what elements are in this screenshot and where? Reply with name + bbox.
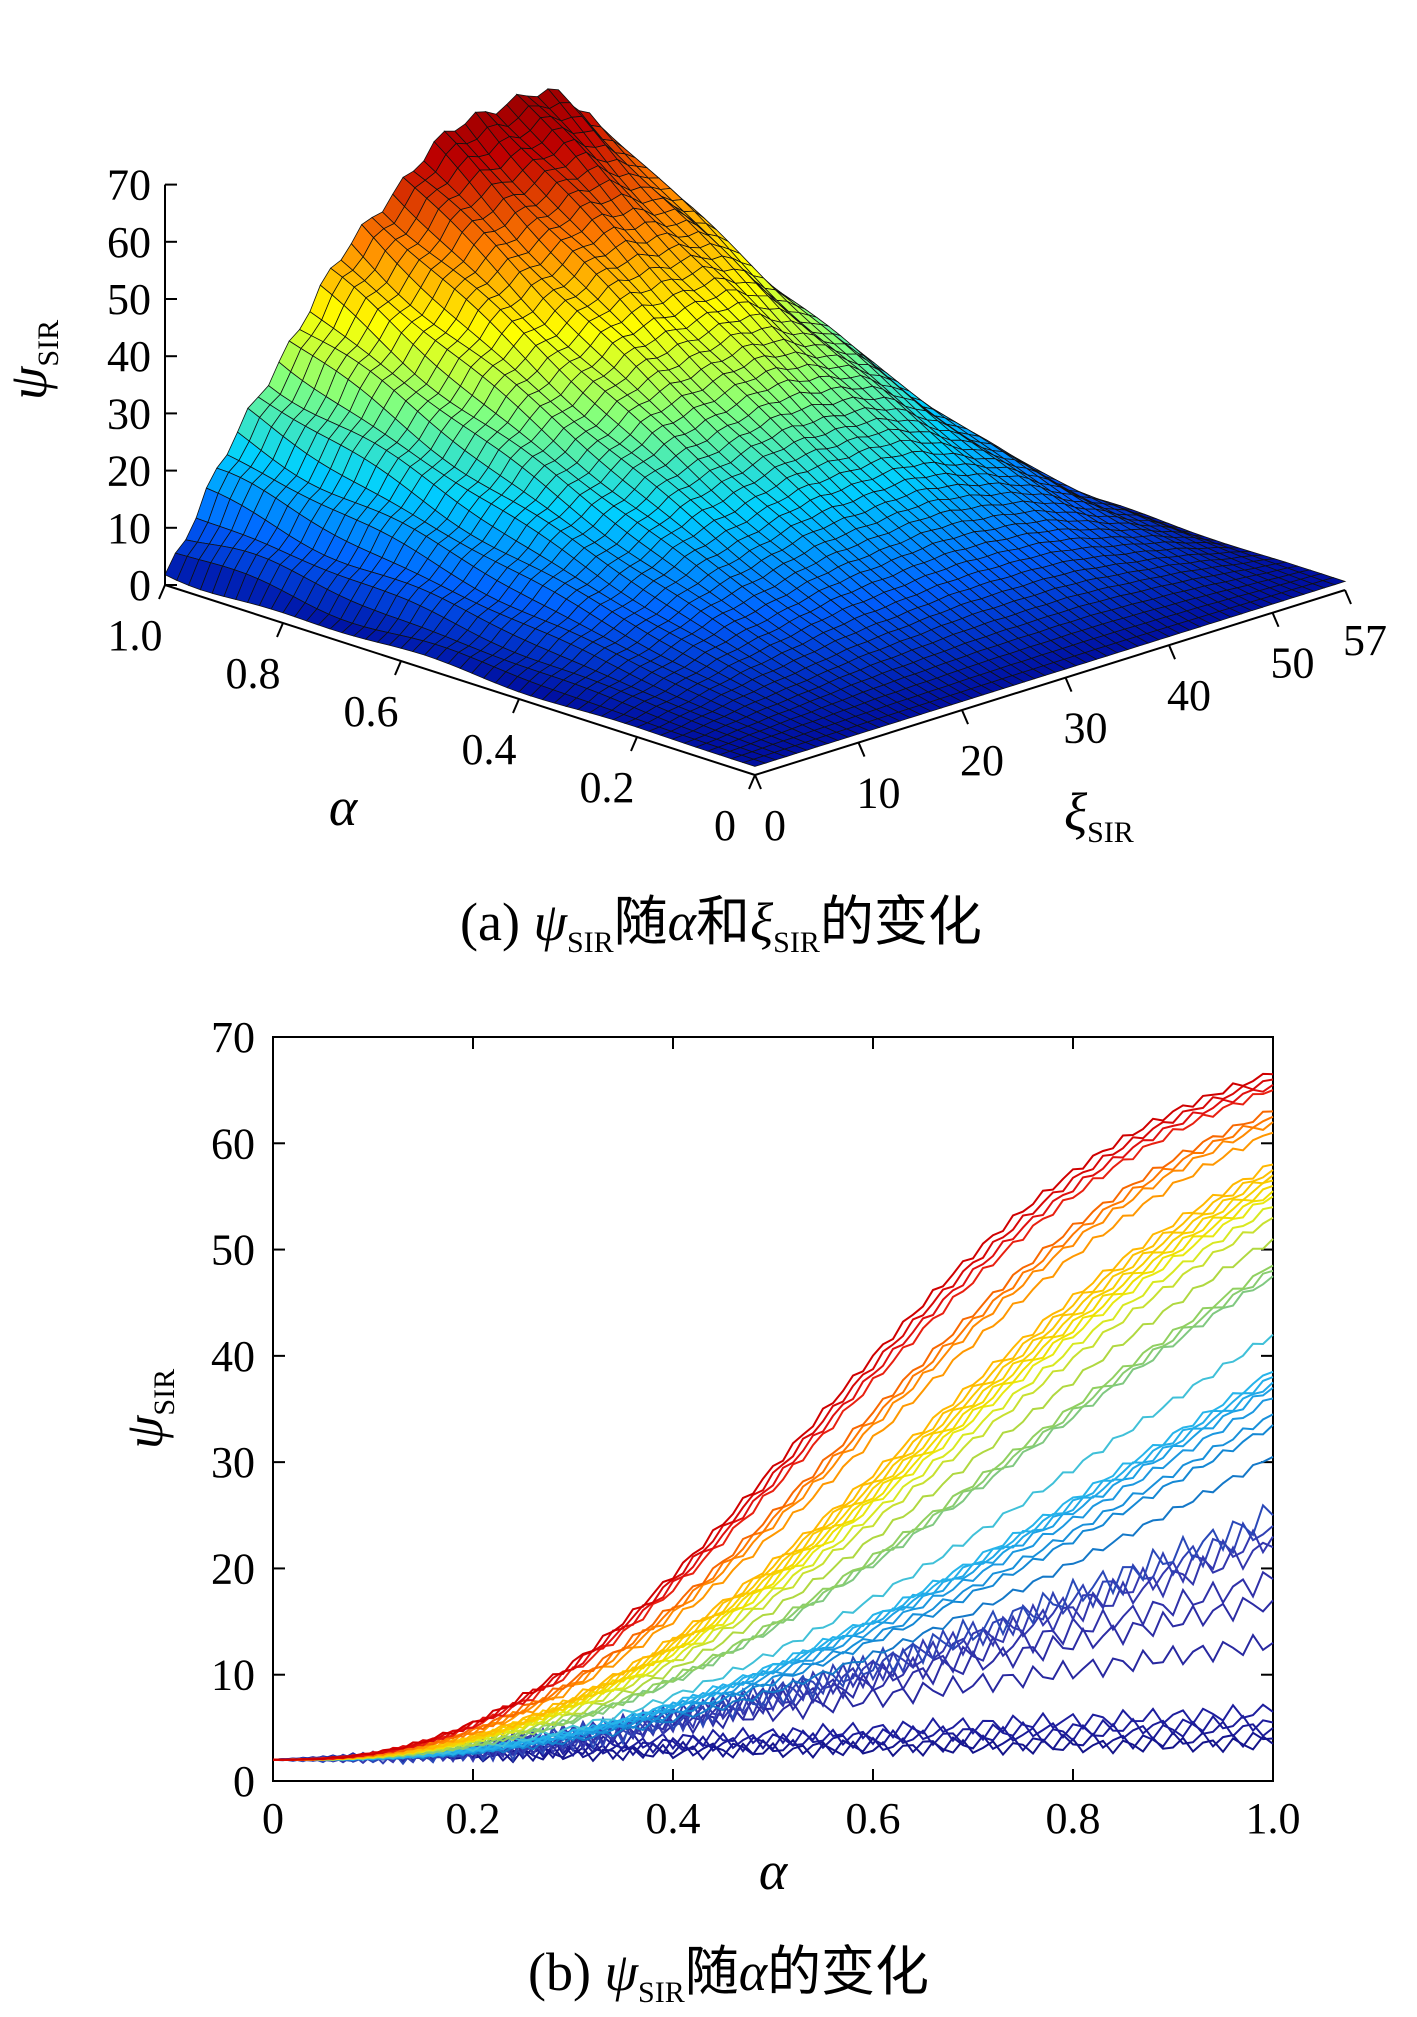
- xi-tick-label: 10: [857, 769, 901, 818]
- alpha-tick-label: 0.4: [462, 725, 517, 774]
- line-chart: 0 0.2 0.4 0.6 0.8 1.0 0 10 20 30 40 50 60 70 α ψSIR: [114, 1013, 1301, 1901]
- z-tick-label: 10: [107, 504, 151, 553]
- y-tick-label: 50: [211, 1226, 255, 1275]
- y-tick-label: 60: [211, 1119, 255, 1168]
- line-series: [272, 1083, 1274, 1761]
- alpha-axis-line: [164, 584, 756, 776]
- z-tick-label: 40: [107, 332, 151, 381]
- xi-axis-label: ξSIR: [1064, 782, 1134, 849]
- xi-axis-line: [754, 589, 1346, 776]
- z-tick-label: 60: [107, 218, 151, 267]
- line-series: [273, 1275, 1274, 1762]
- z-tick-label: 50: [107, 275, 151, 324]
- y-tick-label: 40: [211, 1332, 255, 1381]
- line-series: [272, 1115, 1274, 1761]
- surface-chart: 01020304050607000.20.40.60.81.0010203040…: [0, 88, 1387, 850]
- alpha-tick-label: 0.2: [580, 763, 635, 812]
- x-tick-label: 0.8: [1046, 1794, 1101, 1843]
- alpha-tick-label: 1.0: [108, 611, 163, 660]
- caption-a: (a) ψSIR随α和ξSIR的变化: [460, 892, 982, 959]
- y-axis-label: ψSIR: [114, 1369, 181, 1449]
- line-series: [273, 1397, 1274, 1762]
- z-axis-label: ψSIR: [0, 320, 65, 400]
- line-series: [272, 1089, 1274, 1761]
- y-tick-label: 20: [211, 1544, 255, 1593]
- alpha-tick-label: 0: [714, 801, 736, 850]
- xi-tick-label: 50: [1271, 639, 1315, 688]
- x-tick-label: 1.0: [1246, 1794, 1301, 1843]
- xi-tick: [1168, 644, 1176, 660]
- plot-frame: [272, 1036, 1274, 1782]
- line-series: [273, 1169, 1274, 1762]
- surface-axes: 01020304050607000.20.40.60.81.0010203040…: [0, 161, 1387, 850]
- line-series: [272, 1195, 1274, 1762]
- line-series: [272, 1131, 1274, 1761]
- y-tick-label: 30: [211, 1438, 255, 1487]
- surface-face: [741, 758, 767, 767]
- x-tick-label: 0.6: [846, 1794, 901, 1843]
- line-series: [272, 1503, 1274, 1766]
- xi-tick: [1344, 589, 1352, 605]
- z-tick-label: 20: [107, 447, 151, 496]
- x-tick-label: 0: [262, 1794, 284, 1843]
- xi-tick: [857, 742, 866, 757]
- alpha-tick: [158, 584, 166, 600]
- line-series: [272, 1163, 1274, 1761]
- line-series: [272, 1238, 1274, 1761]
- z-tick-label: 0: [129, 561, 151, 610]
- line-series-group: [272, 1072, 1274, 1766]
- line-series: [273, 1072, 1274, 1761]
- line-series: [272, 1078, 1274, 1761]
- xi-tick-label: 40: [1167, 671, 1211, 720]
- alpha-tick: [512, 698, 520, 714]
- line-series: [272, 1570, 1274, 1763]
- line-series: [272, 1381, 1274, 1762]
- z-tick-label: 70: [107, 161, 151, 210]
- alpha-axis-label: α: [329, 777, 359, 837]
- y-tick-label: 0: [233, 1757, 255, 1806]
- y-tick-label: 10: [211, 1651, 255, 1700]
- xi-tick-label: 0: [764, 801, 786, 850]
- alpha-tick-label: 0.6: [344, 687, 399, 736]
- line-series: [272, 1190, 1274, 1762]
- alpha-tick: [630, 736, 638, 752]
- surface-mesh: [164, 88, 1347, 767]
- alpha-tick: [394, 660, 402, 676]
- line-series: [272, 1521, 1274, 1765]
- x-tick-label: 0.4: [646, 1794, 701, 1843]
- xi-tick: [754, 774, 762, 790]
- xi-tick-label: 57: [1343, 616, 1387, 665]
- line-series: [272, 1455, 1274, 1762]
- xi-tick: [1271, 612, 1280, 628]
- xi-tick: [1064, 677, 1073, 693]
- xi-tick-label: 20: [960, 736, 1004, 785]
- alpha-tick-label: 0.8: [226, 649, 281, 698]
- line-series: [272, 1333, 1274, 1762]
- alpha-tick: [748, 774, 756, 790]
- x-axis-label: α: [759, 1841, 789, 1901]
- caption-b: (b) ψSIR随α的变化: [528, 1942, 929, 2009]
- z-tick-label: 30: [107, 389, 151, 438]
- line-axes: 0 0.2 0.4 0.6 0.8 1.0 0 10 20 30 40 50 60 70 α ψSIR: [114, 1013, 1301, 1901]
- x-tick-label: 0.2: [446, 1794, 501, 1843]
- y-tick-label: 70: [211, 1013, 255, 1062]
- xi-tick-label: 30: [1064, 704, 1108, 753]
- alpha-tick: [276, 622, 284, 638]
- xi-tick: [961, 709, 969, 725]
